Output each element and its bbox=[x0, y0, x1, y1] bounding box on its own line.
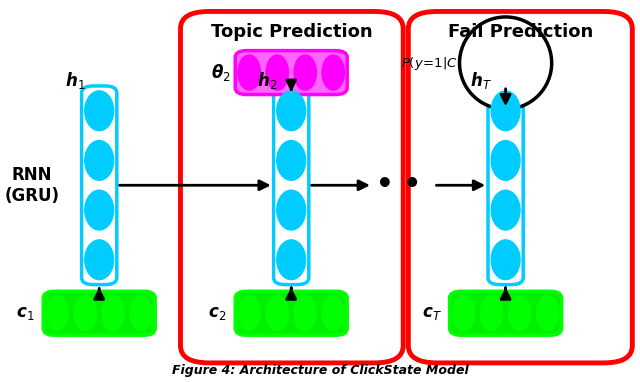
Ellipse shape bbox=[460, 17, 552, 109]
Text: Fail Prediction: Fail Prediction bbox=[448, 23, 593, 42]
Ellipse shape bbox=[266, 296, 289, 331]
Text: Figure 4: Architecture of ClickState Model: Figure 4: Architecture of ClickState Mod… bbox=[172, 364, 468, 377]
Ellipse shape bbox=[276, 141, 306, 180]
FancyBboxPatch shape bbox=[236, 291, 347, 335]
Ellipse shape bbox=[276, 91, 306, 131]
Text: $\boldsymbol{c}_2$: $\boldsymbol{c}_2$ bbox=[209, 304, 227, 322]
Ellipse shape bbox=[266, 55, 289, 90]
Ellipse shape bbox=[84, 91, 114, 131]
FancyBboxPatch shape bbox=[180, 11, 403, 363]
Ellipse shape bbox=[452, 296, 475, 331]
Text: • •: • • bbox=[376, 171, 421, 199]
Ellipse shape bbox=[84, 141, 114, 180]
Text: $\boldsymbol{c}_1$: $\boldsymbol{c}_1$ bbox=[17, 304, 35, 322]
Ellipse shape bbox=[102, 296, 124, 331]
FancyBboxPatch shape bbox=[274, 86, 309, 285]
FancyBboxPatch shape bbox=[82, 86, 116, 285]
Ellipse shape bbox=[276, 190, 306, 230]
Ellipse shape bbox=[130, 296, 152, 331]
Ellipse shape bbox=[238, 55, 260, 90]
Ellipse shape bbox=[491, 190, 520, 230]
Ellipse shape bbox=[491, 91, 520, 131]
FancyBboxPatch shape bbox=[450, 291, 562, 335]
Ellipse shape bbox=[491, 141, 520, 180]
FancyBboxPatch shape bbox=[44, 291, 155, 335]
Ellipse shape bbox=[491, 240, 520, 280]
Ellipse shape bbox=[74, 296, 97, 331]
Text: $\boldsymbol{h}_1$: $\boldsymbol{h}_1$ bbox=[65, 70, 85, 91]
Ellipse shape bbox=[481, 296, 503, 331]
Text: Topic Prediction: Topic Prediction bbox=[211, 23, 372, 42]
Ellipse shape bbox=[276, 240, 306, 280]
Text: $P(y\!=\!1|C)$: $P(y\!=\!1|C)$ bbox=[401, 55, 463, 71]
FancyBboxPatch shape bbox=[236, 50, 347, 94]
Text: $\boldsymbol{c}_T$: $\boldsymbol{c}_T$ bbox=[422, 304, 442, 322]
Ellipse shape bbox=[322, 296, 344, 331]
Ellipse shape bbox=[294, 55, 316, 90]
Ellipse shape bbox=[238, 296, 260, 331]
Ellipse shape bbox=[294, 296, 316, 331]
Ellipse shape bbox=[508, 296, 531, 331]
Ellipse shape bbox=[84, 190, 114, 230]
Text: $\boldsymbol{h}_2$: $\boldsymbol{h}_2$ bbox=[257, 70, 277, 91]
Text: $\boldsymbol{\theta}_2$: $\boldsymbol{\theta}_2$ bbox=[211, 62, 231, 83]
Text: RNN
(GRU): RNN (GRU) bbox=[4, 166, 60, 205]
Ellipse shape bbox=[84, 240, 114, 280]
Ellipse shape bbox=[536, 296, 559, 331]
FancyBboxPatch shape bbox=[488, 86, 524, 285]
Ellipse shape bbox=[322, 55, 344, 90]
Text: $\boldsymbol{h}_T$: $\boldsymbol{h}_T$ bbox=[470, 70, 492, 91]
FancyBboxPatch shape bbox=[408, 11, 632, 363]
Ellipse shape bbox=[46, 296, 68, 331]
